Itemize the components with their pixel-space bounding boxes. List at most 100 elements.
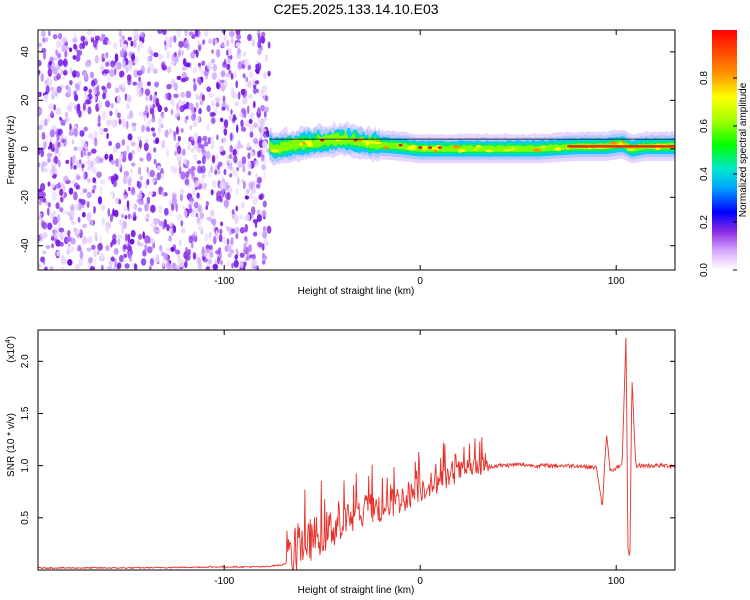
noise-speckle — [122, 175, 128, 185]
noise-speckle — [144, 215, 149, 220]
noise-speckle — [136, 92, 142, 97]
noise-speckle — [192, 187, 196, 196]
noise-speckle — [153, 147, 157, 153]
noise-speckle — [189, 125, 193, 131]
snr-frame — [37, 329, 676, 571]
noise-speckle — [233, 70, 237, 80]
noise-speckle — [222, 95, 226, 103]
noise-speckle — [252, 87, 258, 95]
noise-speckle — [210, 138, 214, 144]
noise-speckle — [235, 248, 239, 254]
noise-speckle — [137, 45, 140, 53]
noise-speckle — [247, 171, 252, 176]
noise-speckle — [106, 119, 110, 127]
noise-speckle — [203, 70, 209, 77]
noise-speckle — [108, 260, 113, 267]
noise-speckle — [56, 214, 61, 223]
noise-speckle — [237, 91, 241, 100]
noise-speckle — [139, 40, 143, 49]
noise-speckle — [131, 53, 135, 62]
noise-speckle — [245, 120, 250, 128]
noise-speckle — [180, 171, 186, 180]
noise-speckle — [195, 49, 199, 58]
noise-speckle — [95, 55, 99, 64]
noise-speckle — [188, 235, 193, 244]
noise-speckle — [60, 133, 64, 141]
noise-speckle — [181, 66, 187, 71]
noise-speckle — [190, 136, 195, 142]
noise-speckle — [240, 144, 244, 149]
noise-speckle — [223, 168, 227, 176]
signal-blob — [554, 147, 562, 151]
noise-speckle — [55, 183, 61, 189]
noise-speckle — [123, 170, 130, 177]
noise-speckle — [81, 211, 86, 218]
noise-speckle — [173, 82, 178, 91]
noise-speckle — [53, 104, 56, 111]
noise-speckle — [126, 74, 132, 82]
noise-speckle — [83, 86, 88, 92]
noise-speckle — [52, 66, 59, 75]
noise-speckle — [130, 229, 136, 238]
noise-speckle — [104, 69, 110, 74]
noise-speckle — [84, 99, 91, 105]
noise-speckle — [66, 236, 72, 243]
noise-speckle — [236, 33, 241, 40]
noise-speckle — [53, 226, 59, 231]
noise-speckle — [108, 140, 112, 147]
signal-blob — [515, 148, 520, 153]
noise-speckle — [144, 88, 151, 97]
noise-speckle — [234, 101, 239, 107]
noise-speckle — [56, 73, 61, 80]
noise-speckle — [266, 225, 272, 234]
noise-speckle — [148, 191, 154, 196]
noise-speckle — [114, 53, 119, 62]
noise-speckle — [103, 53, 108, 60]
noise-speckle — [257, 107, 261, 115]
noise-speckle — [110, 103, 114, 109]
noise-speckle — [144, 138, 149, 144]
noise-speckle — [110, 241, 113, 248]
noise-speckle — [38, 107, 43, 116]
y-tick-label: -40 — [20, 238, 31, 253]
y-tick-label: -20 — [20, 190, 31, 205]
noise-speckle — [209, 251, 214, 259]
noise-speckle — [211, 154, 216, 164]
signal-blob — [539, 147, 544, 150]
noise-speckle — [193, 82, 197, 92]
noise-speckle — [212, 263, 219, 270]
noise-speckle — [56, 250, 61, 257]
noise-speckle — [233, 155, 238, 164]
noise-speckle — [261, 210, 267, 218]
noise-speckle — [38, 59, 42, 67]
noise-speckle — [55, 107, 62, 116]
noise-speckle — [248, 244, 252, 253]
noise-speckle — [114, 209, 119, 218]
noise-speckle — [55, 239, 61, 247]
noise-speckle — [74, 83, 79, 90]
noise-speckle — [67, 230, 71, 237]
noise-speckle — [111, 238, 117, 245]
noise-speckle — [242, 73, 246, 79]
noise-speckle — [252, 100, 256, 109]
noise-speckle — [230, 36, 234, 44]
noise-speckle — [241, 178, 244, 183]
noise-speckle — [76, 175, 81, 181]
noise-speckle-group — [38, 30, 272, 270]
noise-speckle — [202, 182, 205, 187]
noise-speckle — [209, 209, 215, 217]
noise-speckle — [38, 162, 41, 168]
noise-speckle — [260, 31, 266, 38]
noise-speckle — [86, 247, 92, 252]
noise-speckle — [171, 229, 174, 236]
noise-speckle — [98, 100, 102, 110]
noise-speckle — [262, 200, 267, 208]
noise-speckle — [131, 150, 136, 155]
noise-speckle — [223, 199, 229, 208]
noise-speckle — [162, 258, 165, 268]
noise-speckle — [164, 45, 168, 51]
noise-speckle — [88, 133, 93, 139]
noise-speckle — [104, 225, 110, 234]
noise-speckle — [261, 153, 264, 163]
noise-speckle — [66, 247, 71, 256]
